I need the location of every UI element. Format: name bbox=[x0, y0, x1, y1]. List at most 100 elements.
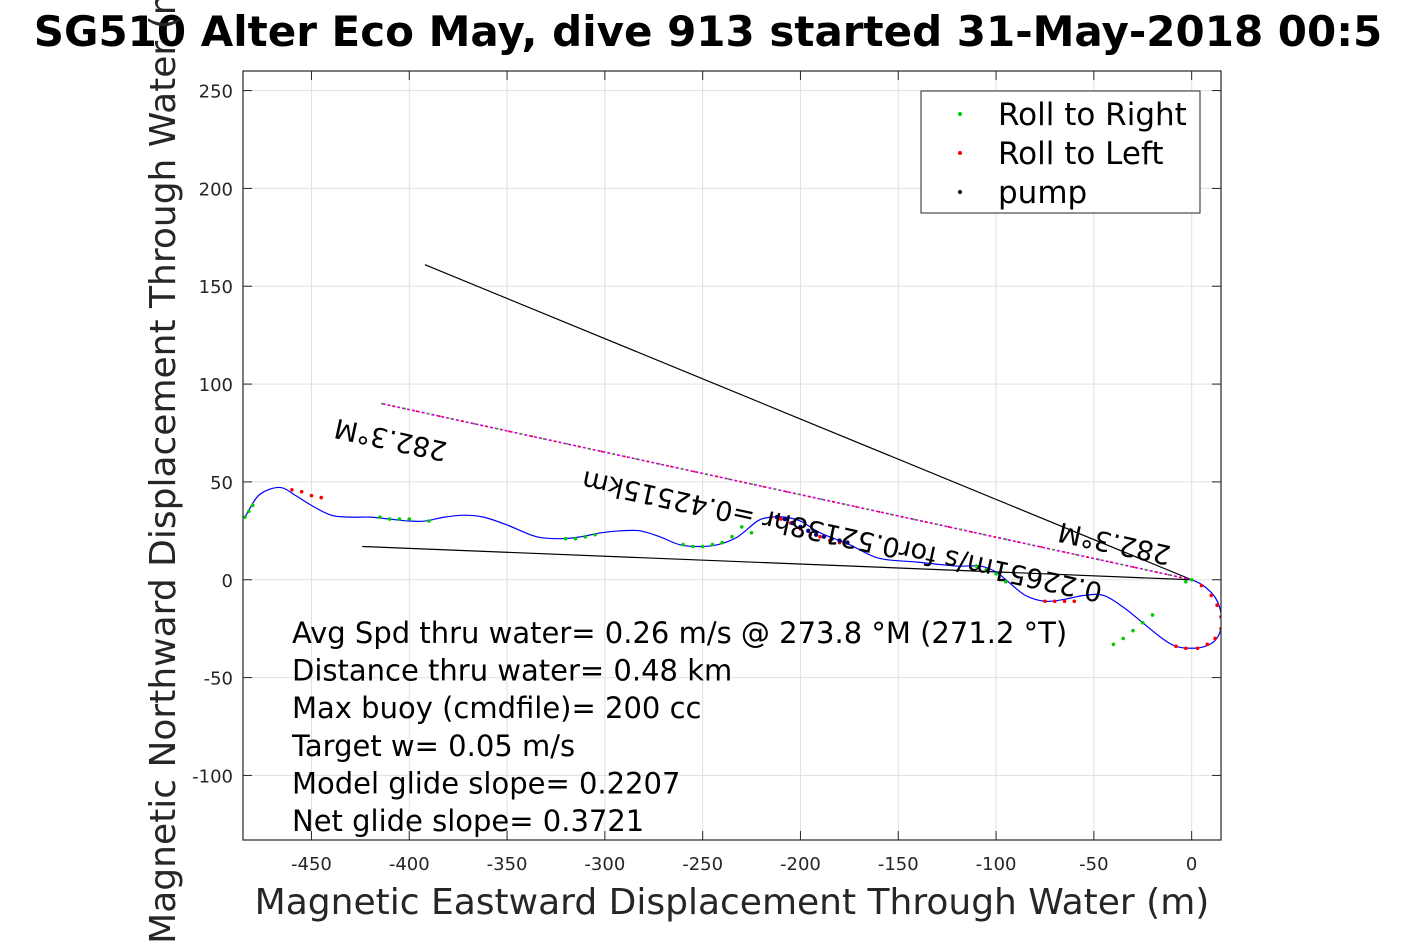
heading-line-point bbox=[658, 463, 661, 466]
plot-content bbox=[243, 264, 1221, 651]
heading-line-point bbox=[542, 437, 545, 440]
roll-right-point bbox=[700, 544, 705, 549]
heading-line-point bbox=[404, 407, 407, 410]
pump-point bbox=[782, 516, 788, 522]
heading-line-point bbox=[473, 422, 476, 425]
heading-line-point bbox=[670, 465, 673, 468]
heading-line-point bbox=[762, 485, 765, 488]
x-axis-label: Magnetic Eastward Displacement Through W… bbox=[255, 882, 1210, 923]
roll-left-point bbox=[1209, 593, 1214, 598]
pump-point bbox=[774, 514, 780, 520]
heading-line-point bbox=[970, 530, 973, 533]
roll-left-point bbox=[1215, 603, 1219, 607]
heading-line-point bbox=[1144, 568, 1147, 571]
roll-right-point bbox=[1150, 613, 1155, 617]
roll-left-point bbox=[1199, 583, 1204, 588]
heading-line-point bbox=[832, 500, 835, 503]
pump-point bbox=[821, 534, 827, 539]
roll-left-point bbox=[1183, 646, 1188, 651]
heading-line-point bbox=[1028, 543, 1031, 546]
heading-line-point bbox=[577, 445, 580, 448]
roll-right-point bbox=[974, 564, 979, 568]
roll-right-point bbox=[749, 530, 754, 535]
roll-left-point bbox=[1052, 599, 1057, 604]
ticks: -450 -400 -350 -300 -250 -200 -150 -100 -50 0 -100… bbox=[192, 71, 1221, 875]
roll-left-point bbox=[1213, 636, 1217, 641]
line-lower-line bbox=[362, 545, 1192, 581]
heading-line-point bbox=[681, 468, 684, 471]
heading-line-point bbox=[461, 420, 464, 423]
roll-left-point bbox=[1205, 642, 1210, 647]
heading-line-point bbox=[774, 488, 777, 491]
roll-left-point bbox=[818, 534, 822, 539]
roll-right-point bbox=[710, 542, 715, 547]
roll-left-point bbox=[319, 495, 324, 500]
y-tick-label: 50 bbox=[210, 473, 233, 494]
y-tick-label: -100 bbox=[192, 766, 233, 787]
line-upper-line bbox=[424, 264, 1192, 581]
heading-line-point bbox=[1063, 551, 1066, 554]
stats-line: Net glide slope= 0.3721 bbox=[292, 804, 644, 838]
heading-line-point bbox=[913, 518, 916, 521]
y-tick-label: 0 bbox=[222, 571, 233, 592]
heading-line-point bbox=[600, 450, 603, 453]
heading-line-point bbox=[1121, 563, 1124, 566]
x-tick-label: -250 bbox=[682, 854, 723, 875]
roll-right-point bbox=[1140, 621, 1145, 625]
roll-right-point bbox=[681, 542, 685, 547]
heading-line-point bbox=[901, 515, 904, 518]
x-tick-label: -100 bbox=[976, 854, 1017, 875]
heading-line-point bbox=[589, 447, 592, 450]
roll-left-point bbox=[1174, 644, 1178, 649]
heading-line-point bbox=[855, 505, 858, 508]
heading-line-point bbox=[635, 457, 638, 460]
heading-line-point bbox=[554, 440, 557, 443]
heading-line-point bbox=[519, 432, 522, 435]
pump-point bbox=[829, 536, 834, 541]
roll-left-point bbox=[290, 487, 294, 492]
roll-left-point bbox=[769, 515, 773, 519]
y-tick-label: 200 bbox=[199, 179, 233, 200]
heading-line-point bbox=[1179, 576, 1182, 579]
x-tick-label: -350 bbox=[487, 854, 528, 875]
roll-right-point bbox=[984, 568, 989, 572]
roll-right-point bbox=[1004, 579, 1008, 584]
roll-left-point bbox=[1043, 599, 1047, 604]
stats-line: Avg Spd thru water= 0.26 m/s @ 273.8 °M … bbox=[292, 616, 1067, 650]
heading-line-point bbox=[993, 535, 996, 538]
heading-line-point bbox=[415, 410, 418, 413]
heading-line-point bbox=[531, 435, 534, 438]
line-heading-line bbox=[381, 402, 1192, 581]
heading-line-point bbox=[1132, 566, 1135, 569]
roll-right-point bbox=[1183, 579, 1188, 584]
roll-right-point bbox=[730, 534, 734, 539]
roll-right-point bbox=[994, 572, 998, 576]
roll-right-point bbox=[407, 517, 412, 521]
roll-left-point bbox=[1072, 599, 1077, 604]
heading-line-point bbox=[1017, 541, 1020, 544]
heading-line-point bbox=[1155, 571, 1158, 574]
legend-marker bbox=[958, 151, 962, 155]
heading-line-point bbox=[704, 473, 707, 476]
roll-left-point bbox=[1195, 646, 1200, 651]
stats-line: Max buoy (cmdfile)= 200 cc bbox=[292, 691, 701, 725]
heading-line-point bbox=[380, 402, 383, 405]
heading-line-point bbox=[450, 417, 453, 420]
heading-line-point bbox=[427, 412, 430, 415]
y-axis-label: Magnetic Northward Displacement Through … bbox=[143, 0, 184, 944]
heading-line-point bbox=[1074, 553, 1077, 556]
heading-line-point bbox=[716, 475, 719, 478]
legend-box bbox=[920, 90, 1201, 214]
roll-right-point bbox=[247, 509, 251, 514]
roll-right-point bbox=[691, 544, 695, 549]
heading-line-point bbox=[808, 495, 811, 498]
heading-line-point bbox=[1051, 548, 1054, 551]
heading-line-point bbox=[820, 498, 823, 501]
chart-title: SG510 Alter Eco May, dive 913 started 31… bbox=[34, 7, 1383, 56]
x-tick-label: -50 bbox=[1079, 854, 1108, 875]
heading-line-point bbox=[1167, 573, 1170, 576]
heading-line-point bbox=[484, 425, 487, 428]
heading-line-point bbox=[797, 493, 800, 496]
heading-line-point bbox=[843, 503, 846, 506]
